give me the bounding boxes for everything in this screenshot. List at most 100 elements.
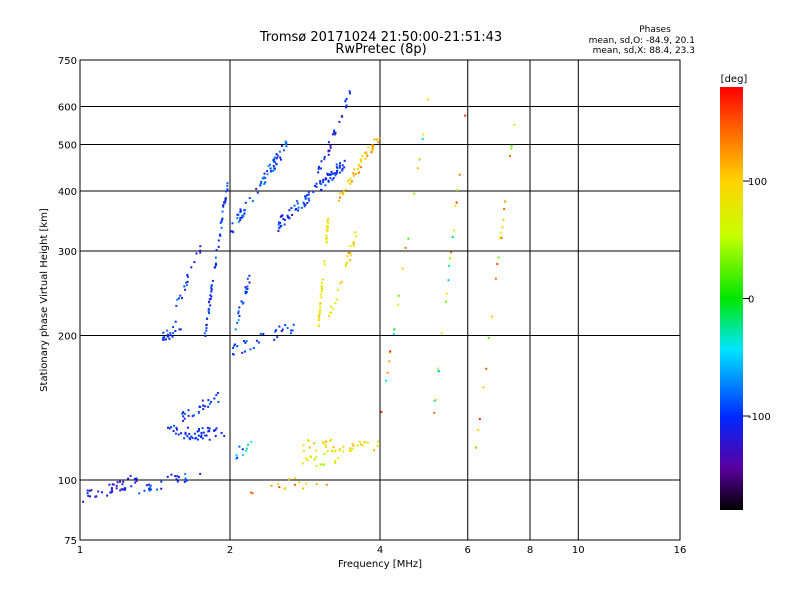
data-point [338,164,341,167]
data-point [278,325,281,328]
data-point [363,152,366,155]
data-point [115,484,118,487]
data-point [345,104,348,107]
data-point [305,482,308,485]
data-point [175,478,178,481]
data-point [354,235,357,238]
data-point [241,216,243,219]
data-point [205,327,208,330]
data-point [224,199,227,202]
data-point [361,155,364,158]
data-point [373,138,376,141]
data-point [281,214,284,217]
data-point [333,450,336,453]
data-point [366,441,369,444]
data-point [237,310,240,313]
data-point [322,442,325,445]
data-point [315,464,318,467]
data-point [317,171,320,174]
data-point [111,490,114,493]
data-point [207,308,210,310]
data-point [184,412,186,415]
data-point [329,174,331,177]
data-point [205,434,208,437]
data-point [168,337,171,340]
data-point [333,131,335,134]
data-point [263,183,266,185]
data-point [184,473,187,476]
data-point [238,315,241,317]
data-point [148,489,151,492]
data-point [326,225,329,227]
data-point [332,177,335,180]
data-point [193,432,196,435]
data-point [349,182,352,185]
data-point [319,463,322,466]
data-point [184,288,187,291]
data-point [330,438,333,441]
data-point [341,280,343,283]
data-point [315,483,318,486]
data-point [482,386,485,389]
data-point [366,153,369,156]
data-point [195,252,198,255]
data-point [335,163,338,166]
data-point [210,284,213,287]
data-point [315,449,318,452]
data-point [458,173,461,176]
data-point [273,156,276,159]
data-point [502,218,505,221]
data-point [226,188,229,191]
data-point [273,161,276,163]
data-point [342,193,345,196]
data-point [208,312,210,314]
data-point [188,432,191,435]
data-point [331,178,334,181]
data-point [427,98,430,101]
data-point [208,438,211,441]
data-point [186,275,189,278]
data-point [134,481,137,484]
data-point [324,443,327,446]
data-point [275,163,278,166]
data-point [352,240,355,243]
data-point [182,415,185,418]
data-point [341,115,344,118]
data-point [344,263,347,266]
data-point [175,426,178,429]
data-point [321,278,324,281]
data-point [245,291,248,294]
data-point [477,429,480,431]
data-point [303,205,306,208]
data-point [200,434,203,437]
data-point [111,483,114,486]
data-point [312,191,315,193]
data-point [333,129,336,132]
data-point [342,450,345,453]
data-point [301,462,304,465]
data-point [244,286,247,289]
data-point [358,440,361,443]
data-point [217,245,220,248]
data-point [121,483,124,486]
data-point [334,174,337,177]
data-point [298,481,301,484]
data-point [242,454,244,457]
data-point [353,168,356,171]
data-point [345,106,348,109]
data-point [202,408,205,411]
data-point [332,446,335,449]
data-point [201,437,204,440]
data-point [214,435,217,437]
data-point [318,316,321,319]
data-point [251,492,254,495]
data-point [182,411,185,414]
data-point [269,167,272,170]
data-point [175,304,178,307]
data-point [206,426,209,429]
data-point [321,290,323,293]
data-point [289,332,292,335]
data-point [510,147,513,150]
data-point [307,190,310,193]
